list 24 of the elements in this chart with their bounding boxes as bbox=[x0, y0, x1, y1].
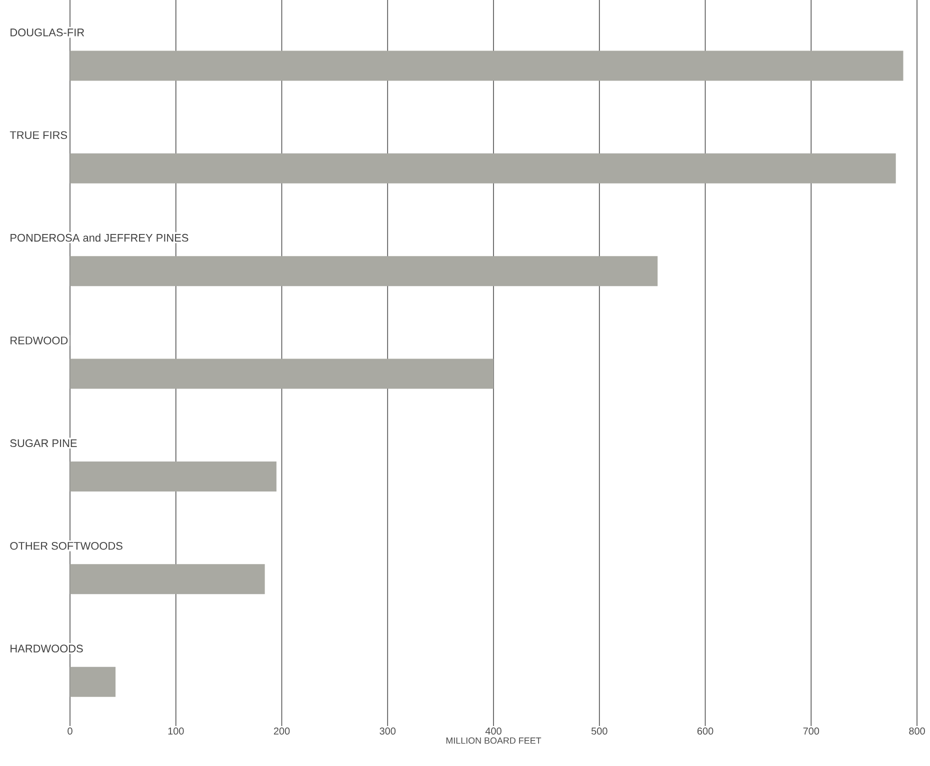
y-tick-label: OTHER SOFTWOODS bbox=[10, 542, 122, 550]
bar bbox=[70, 153, 896, 184]
bar bbox=[70, 461, 276, 492]
x-tick-label: 700 bbox=[803, 728, 820, 735]
bar bbox=[70, 256, 658, 286]
x-tick-label: 400 bbox=[485, 728, 502, 735]
x-tick-label: 200 bbox=[274, 728, 290, 735]
x-axis-title: MILLION BOARD FEET bbox=[446, 737, 542, 744]
x-tick-label: 100 bbox=[168, 728, 184, 735]
x-tick-label: 300 bbox=[380, 728, 396, 735]
y-tick-label: SUGAR PINE bbox=[10, 439, 77, 448]
y-tick-label: PONDEROSA and JEFFREY PINES bbox=[10, 234, 188, 242]
bar bbox=[70, 666, 116, 697]
x-tick-label: 800 bbox=[909, 728, 925, 735]
bar bbox=[70, 50, 904, 81]
y-tick-label: TRUE FIRS bbox=[10, 131, 68, 139]
y-tick-label: HARDWOODS bbox=[10, 644, 83, 652]
y-tick-label: DOUGLAS-FIR bbox=[10, 28, 84, 36]
x-tick-label: 500 bbox=[591, 728, 608, 735]
bar bbox=[70, 358, 494, 389]
x-tick-label: 0 bbox=[68, 728, 72, 735]
y-tick-label: REDWOOD bbox=[10, 336, 68, 344]
bar bbox=[70, 564, 265, 594]
x-tick-label: 600 bbox=[697, 728, 714, 735]
